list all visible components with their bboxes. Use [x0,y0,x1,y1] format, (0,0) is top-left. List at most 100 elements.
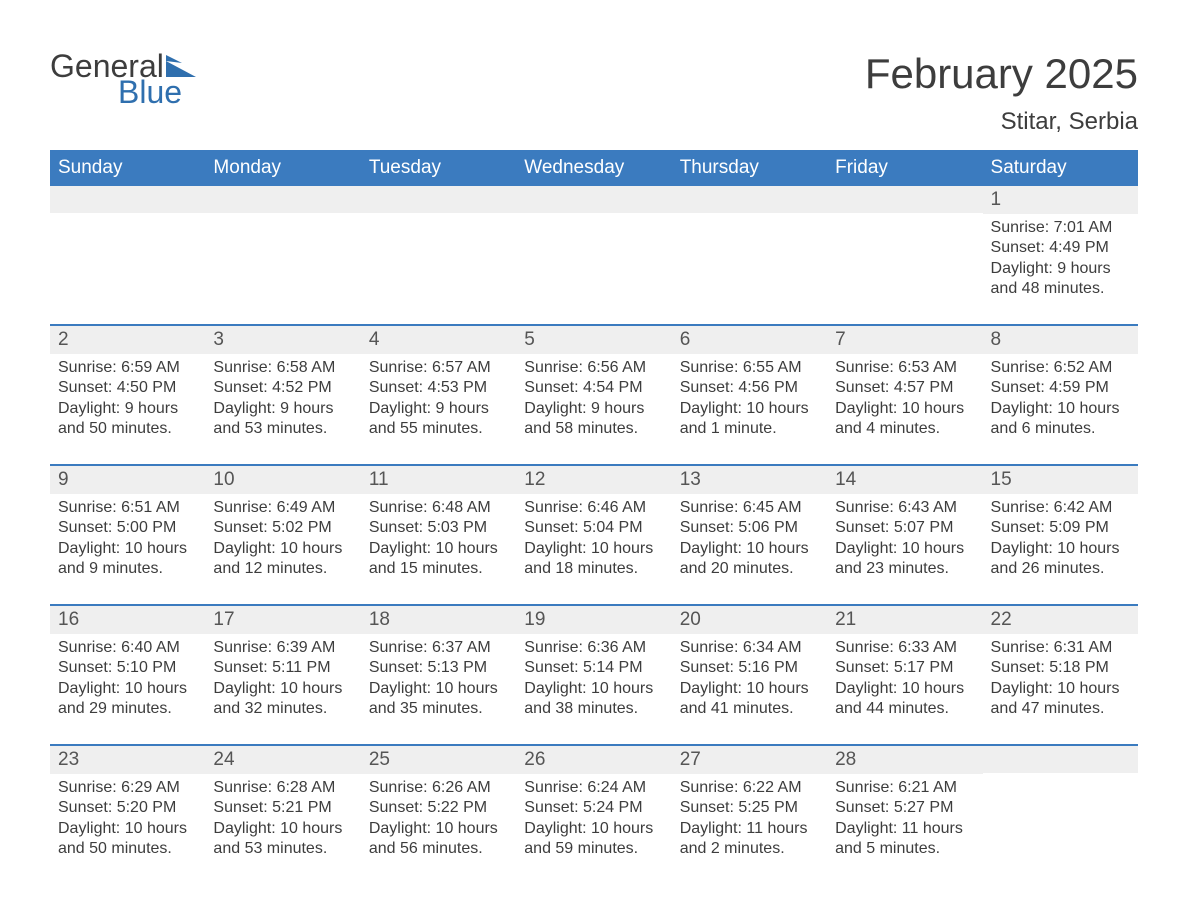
day-body: Sunrise: 6:34 AMSunset: 5:16 PMDaylight:… [672,634,827,724]
day-info-line: Sunrise: 6:46 AM [524,498,663,518]
title-block: February 2025 Stitar, Serbia [865,50,1138,136]
day-number: 19 [524,609,545,630]
day-info-line: Sunset: 5:11 PM [213,658,352,678]
day-number: 8 [991,329,1002,350]
day-info-line: Sunrise: 6:58 AM [213,358,352,378]
day-number-row: 15 [983,466,1138,494]
day-body: Sunrise: 6:43 AMSunset: 5:07 PMDaylight:… [827,494,982,584]
day-cell: 9 Sunrise: 6:51 AMSunset: 5:00 PMDaylight… [50,466,205,584]
day-number: 14 [835,469,856,490]
day-info-line: Daylight: 11 hours and 5 minutes. [835,819,974,860]
day-body: Sunrise: 6:21 AMSunset: 5:27 PMDaylight:… [827,774,982,864]
day-info-line: Sunrise: 6:33 AM [835,638,974,658]
day-number-row: 1 [983,186,1138,214]
day-body: Sunrise: 6:45 AMSunset: 5:06 PMDaylight:… [672,494,827,584]
day-info-line: Sunrise: 6:55 AM [680,358,819,378]
day-info-line: Sunrise: 6:36 AM [524,638,663,658]
day-cell [672,186,827,304]
logo: General Blue [50,50,196,108]
weekday-thursday: Thursday [672,150,827,186]
day-info-line: Sunrise: 7:01 AM [991,218,1130,238]
day-cell: 17Sunrise: 6:39 AMSunset: 5:11 PMDayligh… [205,606,360,724]
day-number-row: 24 [205,746,360,774]
weeks-container: 1Sunrise: 7:01 AMSunset: 4:49 PMDaylight… [50,186,1138,864]
day-info-line: Sunset: 5:04 PM [524,518,663,538]
day-body [516,213,671,221]
day-body: Sunrise: 6:51 AMSunset: 5:00 PMDaylight:… [50,494,205,584]
day-info-line: Sunset: 5:18 PM [991,658,1130,678]
day-number-row: 4 [361,326,516,354]
day-number-row: 13 [672,466,827,494]
day-number-row: 11 [361,466,516,494]
month-title: February 2025 [865,50,1138,98]
day-info-line: Sunset: 5:06 PM [680,518,819,538]
day-number: 9 [58,469,69,490]
day-info-line: Daylight: 10 hours and 35 minutes. [369,679,508,720]
day-info-line: Sunset: 4:49 PM [991,238,1130,258]
day-info-line: Sunrise: 6:59 AM [58,358,197,378]
day-info-line: Daylight: 10 hours and 56 minutes. [369,819,508,860]
day-info-line: Sunrise: 6:29 AM [58,778,197,798]
weekday-saturday: Saturday [983,150,1138,186]
day-body: Sunrise: 6:57 AMSunset: 4:53 PMDaylight:… [361,354,516,444]
day-cell [50,186,205,304]
day-cell: 2Sunrise: 6:59 AMSunset: 4:50 PMDaylight… [50,326,205,444]
day-cell: 7Sunrise: 6:53 AMSunset: 4:57 PMDaylight… [827,326,982,444]
day-cell: 22Sunrise: 6:31 AMSunset: 5:18 PMDayligh… [983,606,1138,724]
day-number-row [672,186,827,213]
day-info-line: Sunset: 5:17 PM [835,658,974,678]
day-cell: 24Sunrise: 6:28 AMSunset: 5:21 PMDayligh… [205,746,360,864]
day-body: Sunrise: 6:52 AMSunset: 4:59 PMDaylight:… [983,354,1138,444]
day-info-line: Sunset: 4:54 PM [524,378,663,398]
day-number: 12 [524,469,545,490]
day-cell [205,186,360,304]
day-info-line: Daylight: 9 hours and 58 minutes. [524,399,663,440]
day-info-line: Daylight: 10 hours and 47 minutes. [991,679,1130,720]
day-number-row: 23 [50,746,205,774]
day-info-line: Sunrise: 6:56 AM [524,358,663,378]
day-body [205,213,360,221]
day-info-line: Daylight: 10 hours and 12 minutes. [213,539,352,580]
day-info-line: Daylight: 10 hours and 29 minutes. [58,679,197,720]
day-body: Sunrise: 6:40 AMSunset: 5:10 PMDaylight:… [50,634,205,724]
day-cell: 28Sunrise: 6:21 AMSunset: 5:27 PMDayligh… [827,746,982,864]
day-cell: 3Sunrise: 6:58 AMSunset: 4:52 PMDaylight… [205,326,360,444]
day-cell: 25Sunrise: 6:26 AMSunset: 5:22 PMDayligh… [361,746,516,864]
day-info-line: Daylight: 10 hours and 59 minutes. [524,819,663,860]
weekday-sunday: Sunday [50,150,205,186]
day-cell: 16Sunrise: 6:40 AMSunset: 5:10 PMDayligh… [50,606,205,724]
day-info-line: Sunrise: 6:48 AM [369,498,508,518]
day-body: Sunrise: 6:29 AMSunset: 5:20 PMDaylight:… [50,774,205,864]
day-body: Sunrise: 6:31 AMSunset: 5:18 PMDaylight:… [983,634,1138,724]
day-cell: 5 Sunrise: 6:56 AMSunset: 4:54 PMDaylight… [516,326,671,444]
day-body [827,213,982,221]
day-number-row: 21 [827,606,982,634]
day-info-line: Daylight: 10 hours and 32 minutes. [213,679,352,720]
day-number-row [50,186,205,213]
day-body: Sunrise: 6:22 AMSunset: 5:25 PMDaylight:… [672,774,827,864]
day-number: 6 [680,329,691,350]
day-cell: 19Sunrise: 6:36 AMSunset: 5:14 PMDayligh… [516,606,671,724]
day-info-line: Sunset: 5:22 PM [369,798,508,818]
day-body: Sunrise: 6:48 AMSunset: 5:03 PMDaylight:… [361,494,516,584]
day-body: Sunrise: 6:26 AMSunset: 5:22 PMDaylight:… [361,774,516,864]
day-number: 27 [680,749,701,770]
day-number-row: 5 [516,326,671,354]
weekday-tuesday: Tuesday [361,150,516,186]
day-info-line: Daylight: 9 hours and 55 minutes. [369,399,508,440]
day-body [672,213,827,221]
day-info-line: Sunset: 5:24 PM [524,798,663,818]
day-info-line: Daylight: 9 hours and 48 minutes. [991,259,1130,300]
day-info-line: Sunrise: 6:53 AM [835,358,974,378]
day-info-line: Sunrise: 6:26 AM [369,778,508,798]
day-info-line: Daylight: 11 hours and 2 minutes. [680,819,819,860]
week-row: 23Sunrise: 6:29 AMSunset: 5:20 PMDayligh… [50,744,1138,864]
day-info-line: Daylight: 9 hours and 50 minutes. [58,399,197,440]
day-cell: 21Sunrise: 6:33 AMSunset: 5:17 PMDayligh… [827,606,982,724]
day-body: Sunrise: 6:24 AMSunset: 5:24 PMDaylight:… [516,774,671,864]
day-number: 26 [524,749,545,770]
day-info-line: Sunset: 4:56 PM [680,378,819,398]
week-row: 9 Sunrise: 6:51 AMSunset: 5:00 PMDaylight… [50,464,1138,584]
week-row: 1 Sunrise: 7:01 AMSunset: 4:49 PMDaylight… [50,186,1138,304]
day-cell: 15Sunrise: 6:42 AMSunset: 5:09 PMDayligh… [983,466,1138,584]
